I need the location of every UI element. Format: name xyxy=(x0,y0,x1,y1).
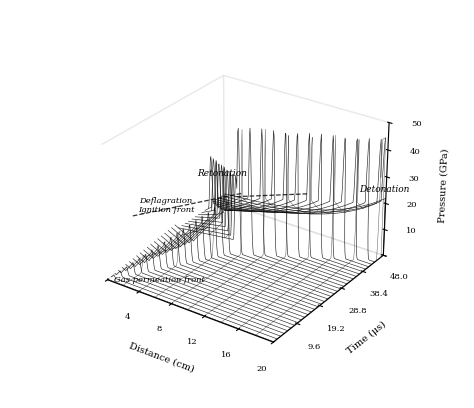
Y-axis label: Time (μs): Time (μs) xyxy=(346,319,388,356)
X-axis label: Distance (cm): Distance (cm) xyxy=(128,341,196,374)
